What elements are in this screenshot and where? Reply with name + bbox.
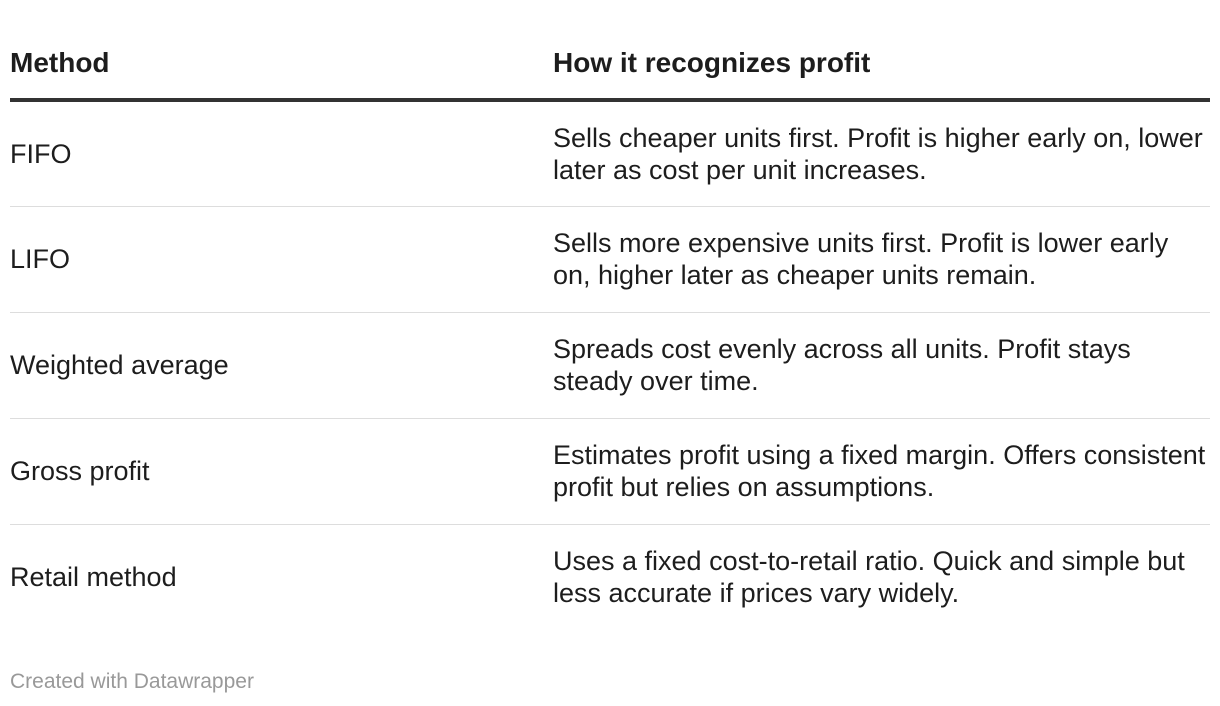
table-row: LIFO Sells more expensive units first. P…	[10, 206, 1210, 313]
table-container: Method How it recognizes profit FIFO Sel…	[10, 0, 1210, 630]
table-row: Retail method Uses a fixed cost-to-retai…	[10, 524, 1210, 630]
column-header-description: How it recognizes profit	[553, 0, 1210, 102]
method-cell: Gross profit	[10, 418, 553, 525]
table-row: Weighted average Spreads cost evenly acr…	[10, 312, 1210, 419]
inventory-methods-table: Method How it recognizes profit FIFO Sel…	[10, 0, 1210, 630]
description-cell: Spreads cost evenly across all units. Pr…	[553, 312, 1210, 419]
description-cell: Sells cheaper units first. Profit is hig…	[553, 100, 1210, 207]
method-cell: FIFO	[10, 100, 553, 207]
method-cell: Weighted average	[10, 312, 553, 419]
table-body: FIFO Sells cheaper units first. Profit i…	[10, 100, 1210, 630]
method-cell: LIFO	[10, 206, 553, 313]
description-cell: Sells more expensive units first. Profit…	[553, 206, 1210, 313]
header-row: Method How it recognizes profit	[10, 0, 1210, 102]
table-row: Gross profit Estimates profit using a fi…	[10, 418, 1210, 525]
method-cell: Retail method	[10, 562, 177, 593]
description-cell: Uses a fixed cost-to-retail ratio. Quick…	[553, 546, 1185, 609]
description-cell: Estimates profit using a fixed margin. O…	[553, 418, 1210, 525]
table-row: FIFO Sells cheaper units first. Profit i…	[10, 100, 1210, 207]
table-header: Method How it recognizes profit	[10, 0, 1210, 102]
datawrapper-credit[interactable]: Created with Datawrapper	[10, 670, 254, 693]
column-header-method: Method	[10, 0, 553, 102]
